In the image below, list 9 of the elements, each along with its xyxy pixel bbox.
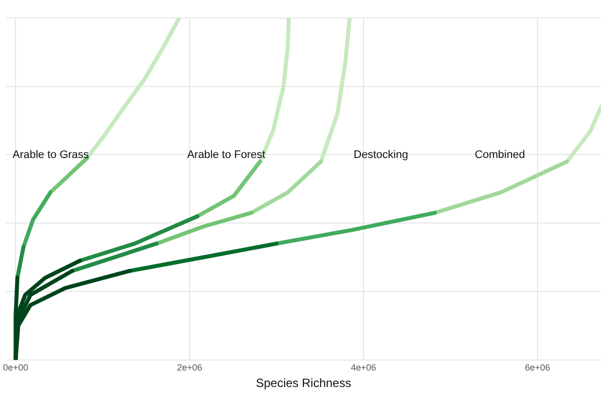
x-tick-label: 6e+06 — [524, 362, 550, 373]
x-tick-label: 0e+00 — [3, 362, 28, 373]
x-tick-label: 2e+06 — [176, 362, 202, 373]
annotation: Arable to Forest — [187, 148, 266, 161]
annotation: Arable to Grass — [12, 148, 90, 161]
x-tick-label: 4e+06 — [350, 362, 376, 373]
x-axis-title: Species Richness — [256, 376, 352, 390]
annotation: Combined — [474, 148, 525, 161]
annotation: Destocking — [354, 148, 408, 161]
